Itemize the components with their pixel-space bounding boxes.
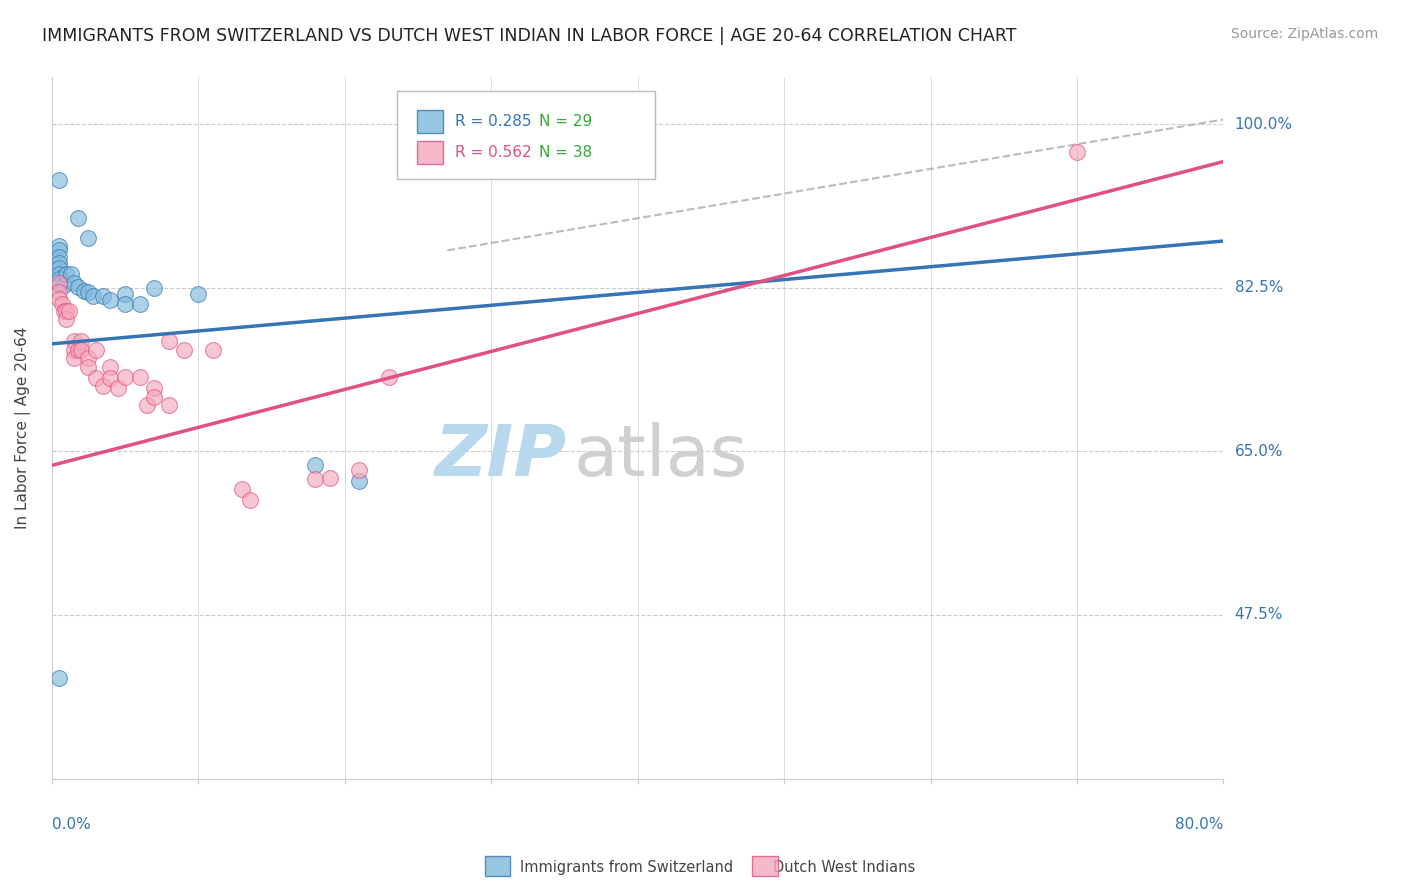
Point xyxy=(77,360,100,375)
Point xyxy=(48,250,70,264)
Point xyxy=(238,492,260,507)
Point xyxy=(136,398,159,412)
Point xyxy=(48,292,70,306)
Point xyxy=(143,381,166,395)
Point xyxy=(48,267,70,281)
Point xyxy=(77,231,100,245)
Text: Source: ZipAtlas.com: Source: ZipAtlas.com xyxy=(1230,27,1378,41)
Point xyxy=(55,304,77,318)
Point xyxy=(48,272,70,286)
Y-axis label: In Labor Force | Age 20-64: In Labor Force | Age 20-64 xyxy=(15,326,31,529)
Point xyxy=(52,277,75,292)
Point xyxy=(55,267,77,281)
Text: Dutch West Indians: Dutch West Indians xyxy=(773,860,915,874)
Point xyxy=(91,289,114,303)
Point xyxy=(100,293,122,307)
Text: atlas: atlas xyxy=(574,422,748,491)
Point xyxy=(143,390,166,404)
Point xyxy=(231,482,253,496)
Point xyxy=(48,244,70,258)
Point xyxy=(84,371,107,385)
Point xyxy=(82,289,104,303)
Point xyxy=(319,470,342,484)
Text: 65.0%: 65.0% xyxy=(1234,444,1284,458)
Text: Immigrants from Switzerland: Immigrants from Switzerland xyxy=(520,860,734,874)
Point xyxy=(349,463,371,477)
Point xyxy=(100,360,122,375)
Point xyxy=(304,472,326,486)
Point xyxy=(100,371,122,385)
Point xyxy=(107,381,129,395)
Point xyxy=(377,369,399,384)
Point xyxy=(304,458,326,473)
Point xyxy=(77,351,100,365)
Point xyxy=(187,287,209,301)
Text: 47.5%: 47.5% xyxy=(1234,607,1282,623)
Point xyxy=(77,285,100,300)
Point xyxy=(84,343,107,358)
Text: ZIP: ZIP xyxy=(434,422,568,491)
Text: 0.0%: 0.0% xyxy=(52,817,90,832)
Point xyxy=(48,671,70,685)
Point xyxy=(67,343,90,358)
Point xyxy=(114,287,136,301)
Text: R = 0.562: R = 0.562 xyxy=(456,145,531,160)
Point xyxy=(48,276,70,290)
Point xyxy=(157,334,180,348)
Point xyxy=(114,369,136,384)
Text: R = 0.285: R = 0.285 xyxy=(456,114,531,129)
Point xyxy=(62,334,84,348)
Point xyxy=(157,398,180,412)
Point xyxy=(73,284,96,298)
Point xyxy=(173,343,195,358)
Point xyxy=(143,281,166,295)
Bar xyxy=(418,141,443,163)
Point xyxy=(70,334,93,348)
Bar xyxy=(418,111,443,133)
Point xyxy=(114,296,136,310)
Point xyxy=(62,276,84,290)
Text: 82.5%: 82.5% xyxy=(1234,280,1282,295)
Point xyxy=(59,267,82,281)
Point xyxy=(51,296,73,310)
Text: 80.0%: 80.0% xyxy=(1175,817,1223,832)
Point xyxy=(67,211,90,225)
Point xyxy=(55,311,77,326)
Text: N = 29: N = 29 xyxy=(540,114,592,129)
Point xyxy=(70,343,93,358)
Point xyxy=(48,255,70,269)
Point xyxy=(91,379,114,393)
Text: N = 38: N = 38 xyxy=(540,145,592,160)
Point xyxy=(58,304,80,318)
Text: IMMIGRANTS FROM SWITZERLAND VS DUTCH WEST INDIAN IN LABOR FORCE | AGE 20-64 CORR: IMMIGRANTS FROM SWITZERLAND VS DUTCH WES… xyxy=(42,27,1017,45)
Point xyxy=(349,475,371,489)
Point xyxy=(52,304,75,318)
Point xyxy=(67,280,90,294)
Point xyxy=(1066,145,1088,160)
Point xyxy=(48,173,70,187)
Text: 100.0%: 100.0% xyxy=(1234,117,1292,132)
Point xyxy=(62,351,84,365)
Point xyxy=(48,261,70,276)
Point xyxy=(128,296,150,310)
Point xyxy=(48,285,70,300)
Point xyxy=(62,343,84,358)
Point xyxy=(48,277,70,292)
Point xyxy=(128,369,150,384)
Point xyxy=(201,343,224,358)
FancyBboxPatch shape xyxy=(398,92,655,179)
Point xyxy=(48,238,70,252)
